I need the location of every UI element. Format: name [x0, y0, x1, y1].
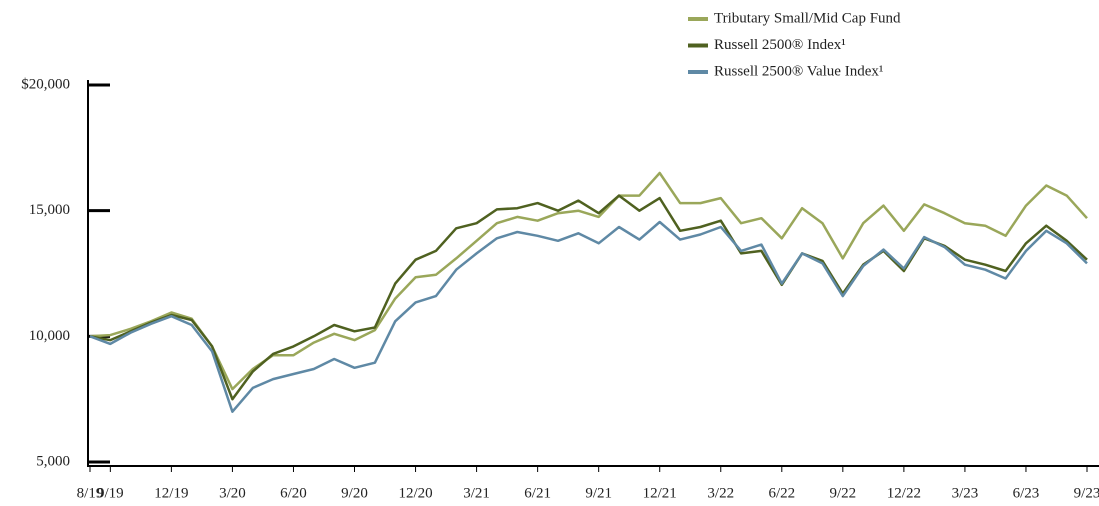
- x-tick-label: 9/20: [341, 485, 368, 501]
- x-tick-label: 12/20: [398, 485, 432, 501]
- x-tick-label: 8/19: [77, 485, 104, 501]
- x-tick-label: 12/19: [154, 485, 188, 501]
- x-tick-label: 12/21: [643, 485, 677, 501]
- x-tick-label: 9/21: [585, 485, 612, 501]
- x-tick-label: 3/20: [219, 485, 246, 501]
- y-tick-label: 10,000: [29, 328, 70, 344]
- x-tick-label: 12/22: [887, 485, 921, 501]
- series-line: [89, 194, 1088, 401]
- legend-label: Russell 2500® Value Index¹: [714, 63, 883, 79]
- x-tick-label: 6/23: [1013, 485, 1040, 501]
- x-tick-label: 9/22: [830, 485, 857, 501]
- y-tick-label: 15,000: [29, 202, 70, 218]
- y-tick-label: 5,000: [36, 453, 70, 469]
- x-tick-label: 9/23: [1074, 485, 1099, 501]
- series-line: [89, 220, 1088, 413]
- y-tick-label: $20,000: [21, 76, 70, 92]
- legend-label: Tributary Small/Mid Cap Fund: [714, 10, 901, 26]
- x-tick-label: 3/22: [707, 485, 734, 501]
- x-tick-label: 3/21: [463, 485, 490, 501]
- x-tick-label: 6/20: [280, 485, 307, 501]
- x-tick-label: 6/22: [768, 485, 795, 501]
- x-tick-label: 3/23: [952, 485, 979, 501]
- legend-label: Russell 2500® Index¹: [714, 37, 846, 53]
- x-tick-label: 6/21: [524, 485, 551, 501]
- x-tick-label: 9/19: [97, 485, 124, 501]
- series-line: [89, 171, 1088, 391]
